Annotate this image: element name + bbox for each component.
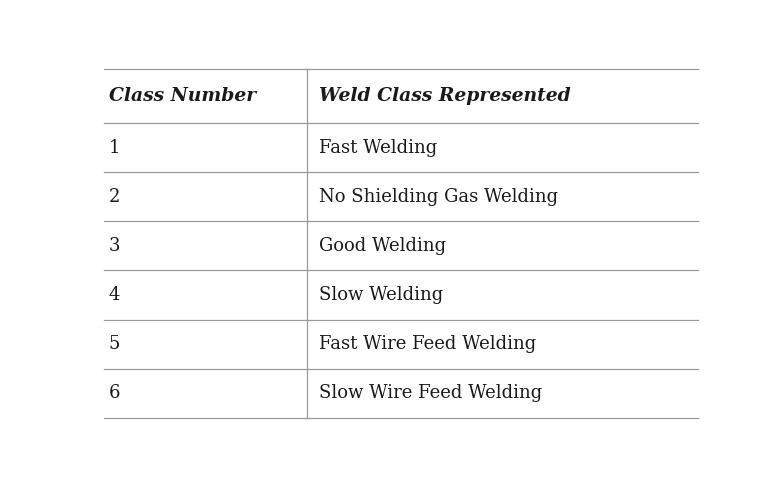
Text: Fast Welding: Fast Welding <box>319 139 437 157</box>
Text: 3: 3 <box>109 237 120 255</box>
Text: 2: 2 <box>109 188 120 206</box>
Text: Slow Wire Feed Welding: Slow Wire Feed Welding <box>319 384 542 402</box>
Text: 1: 1 <box>109 139 120 157</box>
Text: Slow Welding: Slow Welding <box>319 286 443 304</box>
Text: 6: 6 <box>109 384 120 402</box>
Text: 5: 5 <box>109 335 120 353</box>
Text: 4: 4 <box>109 286 120 304</box>
Text: Good Welding: Good Welding <box>319 237 446 255</box>
Text: No Shielding Gas Welding: No Shielding Gas Welding <box>319 188 558 206</box>
Text: Class Number: Class Number <box>109 87 256 105</box>
Text: Weld Class Represented: Weld Class Represented <box>319 87 571 105</box>
Text: Fast Wire Feed Welding: Fast Wire Feed Welding <box>319 335 536 353</box>
